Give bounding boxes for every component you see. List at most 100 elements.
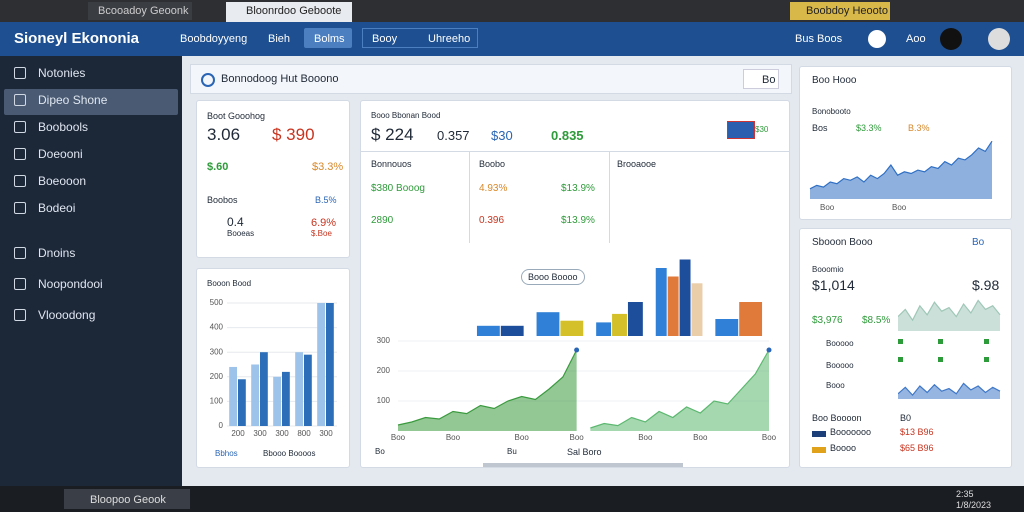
sidebar-item[interactable]: Noopondooi [38, 277, 103, 291]
legend-value: $13 B96 [900, 427, 934, 437]
tab[interactable]: Bloonrdoo Geboote [226, 2, 352, 22]
bar [500, 325, 524, 336]
avatar[interactable] [988, 28, 1010, 50]
label: Booeas [227, 229, 255, 238]
nav-item[interactable]: Booy [372, 33, 398, 45]
overview-chart: 100 200 300 Boo Boo Boo Boo Boo Boo Boo [377, 259, 777, 442]
sidebar-item[interactable]: Dipeo Shone [38, 93, 108, 107]
nav-icon [14, 202, 26, 214]
taskbar-app[interactable]: Bloopoo Geook [64, 489, 190, 509]
row: Booo [826, 381, 845, 390]
stat: $3.3% [856, 123, 882, 133]
cell: $13.9% [561, 183, 595, 194]
bar [612, 313, 627, 336]
bar [536, 312, 560, 336]
area-fill [590, 350, 769, 431]
tooltip: Booo Boooo [521, 269, 585, 285]
sidebar-item[interactable]: Boobools [38, 120, 89, 134]
cell: 4.93% [479, 183, 508, 194]
bar [691, 283, 703, 336]
account[interactable]: Aoo [906, 33, 926, 45]
nav-item[interactable]: Uhreeho [428, 33, 471, 45]
pct: B.5% [315, 195, 337, 205]
bar [679, 259, 691, 336]
value: $.98 [972, 277, 1000, 293]
label: Booomio [812, 265, 844, 274]
line [809, 140, 993, 190]
table-header: Brooaooe [617, 159, 657, 169]
stat: B.3% [908, 123, 930, 133]
pct: $8.5% [862, 315, 891, 326]
status-dot [898, 339, 903, 344]
nav-icon [14, 121, 26, 133]
stat: $30 [491, 128, 513, 143]
nav-item[interactable]: Bolms [304, 28, 352, 48]
card-title: Booo Bbonan Bood [371, 111, 441, 120]
y-tick-label: 100 [210, 397, 224, 406]
section-header: Bonnodoog Hut Booono Bo [190, 64, 792, 94]
nav-item[interactable]: Boobdoyyeng [180, 33, 248, 45]
nav-group [362, 28, 478, 48]
stat: Bos [812, 123, 828, 133]
card-title: Boot Gooohog [207, 111, 266, 121]
tab[interactable]: Boobdoy Heooto [790, 2, 890, 20]
bar [655, 268, 667, 336]
sidebar-item[interactable]: Dnoins [38, 246, 76, 260]
status-dot [898, 357, 903, 362]
sidebar-item[interactable]: Boeooon [38, 174, 87, 188]
footer-text: Bbooo Boooos [263, 449, 316, 458]
bar [560, 320, 584, 336]
bar [273, 376, 281, 426]
area-fill [398, 350, 577, 431]
point [574, 347, 580, 353]
sidebar-item[interactable]: Doeooni [38, 147, 83, 161]
bar [282, 371, 290, 426]
nav-item[interactable]: Bieh [268, 33, 291, 45]
footer[interactable]: Sal Boro [567, 447, 602, 457]
divider [361, 151, 789, 152]
bar-chart: 0 100 200 300 400 500 200 300 300 800 300 [210, 298, 337, 438]
bar [229, 366, 237, 426]
tab[interactable]: Bcooadoy Geoonk [88, 2, 192, 20]
value: $3,976 [812, 315, 843, 326]
badge-icon [727, 121, 755, 139]
status-dot [938, 357, 943, 362]
time: 2:35 [956, 489, 974, 499]
button[interactable]: Bo [972, 237, 985, 248]
sidebar-item[interactable]: Bodeoi [38, 201, 76, 215]
point [766, 347, 772, 353]
app-header: Sioneyl Ekononia Boobdoyyeng Bieh Bolms … [0, 22, 1024, 56]
nav-icon [14, 148, 26, 160]
app-title: Sioneyl Ekononia [14, 30, 140, 47]
bar [739, 302, 763, 336]
divider [469, 151, 470, 243]
table-header: Boobo [479, 159, 506, 169]
footer-link[interactable]: Bbhos [215, 449, 238, 458]
x-tick-label: Boo [570, 433, 585, 442]
x-tick-label: Boo [638, 433, 653, 442]
add-button[interactable] [868, 30, 886, 48]
user-name[interactable]: Bus Boos [795, 33, 843, 45]
sidebar-item[interactable]: Vlooodong [38, 308, 96, 322]
sidebar-item[interactable]: Notonies [38, 66, 86, 80]
list-title: Boo Boooon [812, 413, 862, 423]
pct: 6.9% [311, 217, 337, 229]
y-tick-label: 200 [377, 366, 391, 375]
footer: Bo [375, 447, 385, 456]
change-pct: $3.3% [312, 161, 344, 173]
scrollbar[interactable] [483, 463, 683, 467]
bar [667, 276, 679, 336]
overview-card: Booo Bbonan Bood $ 224 0.357 $30 0.835 $… [360, 100, 790, 468]
row: Booooo [826, 361, 854, 370]
avatar[interactable] [940, 28, 962, 50]
taskbar: Bloopoo Geook 2:35 1/8/2023 [0, 486, 1024, 512]
legend: Booooooo $13 B96 Boooo $65 B96 [812, 427, 1002, 463]
legend-label: Booooooo [830, 427, 872, 437]
date: 1/8/2023 [956, 500, 992, 510]
footer: Bu [507, 447, 517, 456]
button[interactable]: Bo [743, 69, 779, 89]
icon [201, 73, 215, 87]
y-tick-label: 0 [219, 421, 224, 430]
x-tick-label: 300 [275, 429, 289, 438]
area-chart: Boo Boo [809, 140, 993, 212]
